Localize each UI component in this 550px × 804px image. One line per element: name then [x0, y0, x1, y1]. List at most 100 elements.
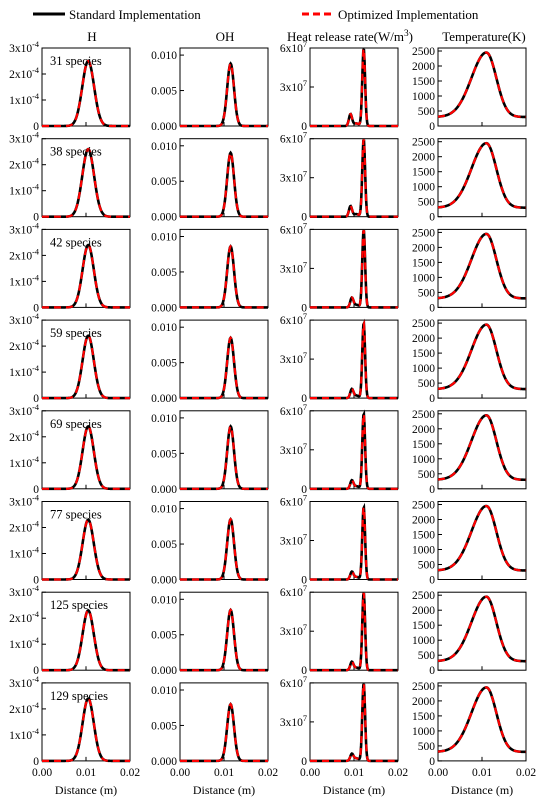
row-label: 38 species	[50, 145, 102, 159]
y-tick-label: 2000	[412, 424, 435, 436]
y-tick-label: 1000	[412, 363, 435, 375]
panel-frame	[309, 47, 399, 127]
series-optimized-line	[180, 608, 268, 672]
y-tick-label: 3x10-4	[9, 131, 39, 146]
y-tick-label: 2x10-4	[9, 247, 39, 262]
series-optimized-line	[437, 51, 527, 119]
series-optimized-line	[310, 503, 398, 581]
legend-item-2: Optimized Implementation	[302, 7, 479, 22]
y-tick-label: 0.000	[151, 756, 177, 768]
panel-r5-c4: 0 500 1000 1500 2000 2500	[412, 409, 527, 496]
legend-label: Standard Implementation	[69, 7, 201, 22]
x-tick-label: 0.00	[300, 767, 320, 779]
y-tick-label: 0	[429, 121, 435, 133]
y-tick-label: 1x10-4	[9, 727, 39, 742]
y-tick-label: 1000	[412, 91, 435, 103]
y-tick-label: 3x10-4	[9, 675, 39, 690]
panel-frame	[309, 228, 399, 308]
legend-label: Optimized Implementation	[338, 7, 479, 22]
series-standard-line	[42, 518, 130, 581]
column-title-1: H	[87, 29, 96, 44]
panel-r1-c3: 0 3x107 6x107	[280, 40, 399, 133]
row-label: 69 species	[50, 417, 102, 431]
panel-r7-c3: 0 3x107 6x107	[280, 584, 399, 677]
y-tick-label: 2000	[412, 61, 435, 73]
y-tick-label: 1500	[412, 76, 435, 88]
y-tick-label: 0	[429, 393, 435, 405]
panel-r3-c2: 0.000 0.005 0.010	[151, 228, 269, 314]
y-tick-label: 2500	[412, 227, 435, 239]
row-label: 31 species	[50, 54, 102, 68]
y-tick-label: 0.000	[151, 212, 177, 224]
y-tick-label: 1x10-4	[9, 92, 39, 107]
panel-r4-c1: 0 1x10-4 2x10-4 3x10-4 59 species	[9, 312, 131, 405]
y-tick-label: 1000	[412, 454, 435, 466]
y-tick-label: 1500	[412, 620, 435, 632]
series-optimized-line	[42, 59, 130, 128]
y-tick-label: 0.010	[151, 685, 177, 697]
y-tick-label: 6x107	[280, 312, 307, 327]
panel-r3-c4: 0 500 1000 1500 2000 2500	[412, 227, 527, 314]
y-tick-label: 0.010	[151, 231, 177, 243]
series-optimized-line	[310, 683, 398, 762]
y-tick-label: 2500	[412, 137, 435, 149]
y-tick-label: 500	[418, 560, 436, 572]
y-tick-label: 0	[301, 212, 307, 224]
y-tick-label: 2000	[412, 333, 435, 345]
y-tick-label: 1x10-4	[9, 546, 39, 561]
y-tick-label: 1500	[412, 439, 435, 451]
y-tick-label: 0	[429, 484, 435, 496]
x-tick-label: 0.01	[214, 767, 234, 779]
y-tick-label: 2x10-4	[9, 429, 39, 444]
series-optimized-line	[437, 142, 527, 209]
x-tick-label: 0.01	[472, 767, 492, 779]
series-standard-line	[42, 608, 130, 672]
series-standard-line	[42, 59, 130, 128]
series-optimized-line	[437, 686, 527, 753]
y-tick-label: 1x10-4	[9, 273, 39, 288]
panel-r7-c2: 0.000 0.005 0.010	[151, 591, 269, 677]
y-tick-label: 3x107	[280, 442, 307, 457]
series-optimized-line	[180, 702, 268, 762]
series-standard-line	[310, 229, 398, 309]
y-tick-label: 2x10-4	[9, 338, 39, 353]
panel-frame	[309, 410, 399, 490]
y-tick-label: 2500	[412, 500, 435, 512]
y-tick-label: 1500	[412, 167, 435, 179]
y-tick-label: 2500	[412, 46, 435, 58]
series-optimized-line	[42, 518, 130, 581]
series-standard-line	[437, 141, 527, 209]
y-tick-label: 3x10-4	[9, 221, 39, 236]
y-tick-label: 500	[418, 650, 436, 662]
panel-r8-c4: 0 500 1000 1500 2000 2500	[412, 681, 527, 768]
y-tick-label: 0	[429, 302, 435, 314]
y-tick-label: 3x107	[280, 79, 307, 94]
y-tick-label: 0	[33, 302, 39, 314]
y-tick-label: 6x107	[280, 675, 307, 690]
y-tick-label: 2000	[412, 696, 435, 708]
panel-r5-c2: 0.000 0.005 0.010	[151, 410, 269, 496]
panel-r3-c3: 0 3x107 6x107	[280, 221, 399, 314]
panel-frame	[309, 319, 399, 399]
y-tick-label: 0.005	[151, 267, 177, 279]
y-tick-label: 0.000	[151, 575, 177, 587]
y-tick-label: 3x107	[280, 351, 307, 366]
y-tick-label: 0.010	[151, 322, 177, 334]
y-tick-label: 1x10-4	[9, 636, 39, 651]
series-optimized-line	[437, 414, 527, 481]
series-optimized-line	[437, 504, 527, 572]
x-tick-label: 0.01	[76, 767, 96, 779]
y-tick-label: 1x10-4	[9, 364, 39, 379]
panel-frame	[309, 138, 399, 218]
x-tick-label: 0.02	[258, 767, 278, 779]
y-tick-label: 0.005	[151, 176, 177, 188]
y-tick-label: 0	[301, 665, 307, 677]
y-tick-label: 0	[301, 393, 307, 405]
panel-r1-c4: 0 500 1000 1500 2000 2500	[412, 46, 527, 133]
y-tick-label: 0.010	[151, 50, 177, 62]
y-tick-label: 0.010	[151, 413, 177, 425]
series-optimized-line	[437, 595, 527, 663]
y-tick-label: 0.000	[151, 665, 177, 677]
y-tick-label: 1500	[412, 257, 435, 269]
y-tick-label: 500	[418, 469, 436, 481]
